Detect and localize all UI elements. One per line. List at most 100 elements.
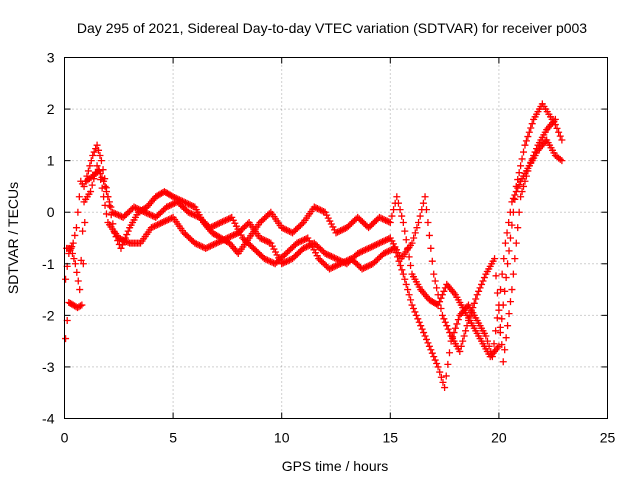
data-point [325, 265, 333, 273]
data-point [139, 207, 147, 215]
data-point [330, 254, 338, 262]
data-point [556, 132, 564, 140]
data-point [89, 151, 97, 159]
data-point [189, 202, 197, 210]
data-point [107, 203, 115, 211]
data-point [360, 247, 368, 255]
data-point [215, 219, 223, 227]
data-point [364, 262, 372, 270]
y-axis: -4 -3 -2 -1 0 1 2 3 [42, 50, 608, 427]
data-point [447, 337, 455, 345]
data-point [279, 259, 287, 267]
data-point [329, 263, 337, 271]
data-point [433, 284, 441, 292]
data-point [167, 201, 175, 209]
y-axis-label: SDTVAR / TECUs [5, 182, 21, 294]
data-point [298, 237, 306, 245]
data-point [321, 249, 329, 257]
y-tick-label: -4 [42, 411, 55, 427]
data-point [478, 280, 486, 288]
data-point [512, 239, 520, 247]
data-point [372, 241, 380, 249]
data-point [508, 286, 516, 294]
data-point [86, 162, 94, 170]
data-point [203, 244, 211, 252]
data-point [213, 239, 221, 247]
data-point [115, 234, 123, 242]
data-point [294, 238, 302, 246]
data-point [186, 209, 194, 217]
data-point [441, 318, 449, 326]
data-point [388, 212, 396, 220]
data-point [164, 202, 172, 210]
data-point [216, 238, 224, 246]
data-point [382, 216, 390, 224]
data-point [464, 317, 472, 325]
data-point [463, 322, 471, 330]
data-point [428, 349, 436, 357]
data-point [506, 298, 514, 306]
data-point [334, 255, 342, 263]
data-point [555, 128, 563, 136]
data-point [270, 259, 278, 267]
data-point [531, 148, 539, 156]
data-point [146, 210, 154, 218]
data-point [284, 257, 292, 265]
data-point [68, 249, 76, 257]
data-point [497, 286, 505, 294]
data-point [506, 208, 514, 216]
data-point [428, 257, 436, 265]
data-point [394, 253, 402, 261]
data-point [501, 239, 509, 247]
data-point [281, 258, 289, 266]
data-point [380, 216, 388, 224]
data-point [411, 308, 419, 316]
data-point [228, 232, 236, 240]
data-point [396, 262, 404, 270]
data-point [470, 299, 478, 307]
data-point [501, 287, 509, 295]
data-point [119, 236, 127, 244]
data-point [380, 249, 388, 257]
data-point [114, 211, 122, 219]
data-point [78, 301, 86, 309]
data-point [199, 243, 207, 251]
data-point [74, 208, 82, 216]
data-point [399, 219, 407, 227]
data-point [293, 239, 301, 247]
data-point [73, 268, 81, 276]
data-point [259, 235, 267, 243]
data-point [384, 247, 392, 255]
data-point [527, 124, 535, 132]
data-point [158, 219, 166, 227]
data-point [485, 342, 493, 350]
data-point [79, 227, 87, 235]
data-point [191, 211, 199, 219]
data-point [399, 270, 407, 278]
data-point [130, 203, 138, 211]
data-point [183, 199, 191, 207]
data-point [502, 274, 510, 282]
data-point [411, 229, 419, 237]
data-point [316, 206, 324, 214]
data-point [244, 220, 252, 228]
data-point [136, 206, 144, 214]
data-point [430, 270, 438, 278]
data-point [424, 219, 432, 227]
data-point [208, 223, 216, 231]
data-point [419, 199, 427, 207]
data-point [495, 301, 503, 309]
data-point [505, 310, 513, 318]
data-point [163, 216, 171, 224]
data-point [371, 241, 379, 249]
data-point [374, 240, 382, 248]
data-point [425, 342, 433, 350]
x-tick-label: 5 [169, 430, 177, 446]
data-point [223, 234, 231, 242]
data-point [515, 169, 523, 177]
data-point [101, 182, 109, 190]
data-point [70, 255, 78, 263]
data-point [401, 275, 409, 283]
